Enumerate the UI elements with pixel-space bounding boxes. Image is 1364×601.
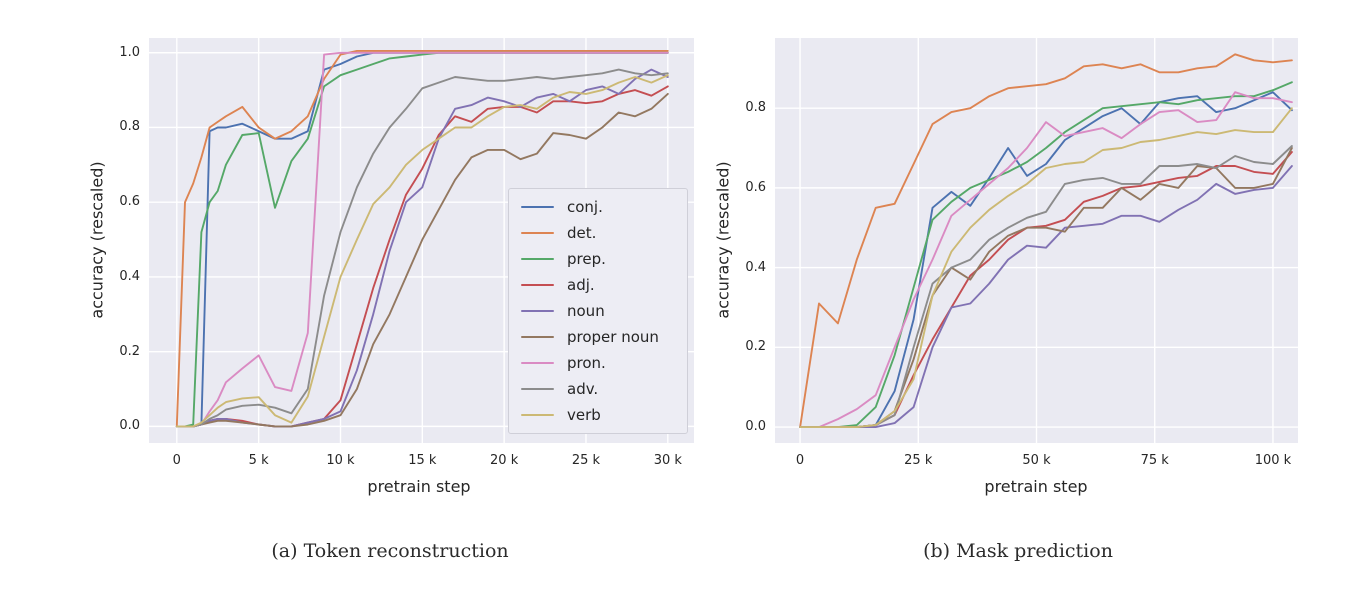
y-tick-label: 0.0	[745, 419, 766, 435]
legend-label: noun	[567, 302, 605, 320]
x-axis-label-b: pretrain step	[984, 477, 1088, 496]
legend: conj. det. prep. adj. noun proper noun pron. ad…	[508, 188, 688, 434]
legend-line-icon	[521, 231, 554, 235]
series-line-proper-noun	[175, 92, 669, 428]
x-tick-label: 75 k	[1140, 453, 1169, 468]
series-line-noun	[175, 68, 669, 428]
y-tick-label: 0.8	[745, 100, 766, 116]
x-tick-label: 10 k	[326, 453, 355, 468]
legend-label: proper noun	[567, 328, 659, 346]
x-tick-label: 15 k	[408, 453, 437, 468]
legend-item-adj: adj.	[521, 272, 687, 298]
legend-label: verb	[567, 406, 601, 424]
legend-item-noun: noun	[521, 298, 687, 324]
legend-item-prep: prep.	[521, 246, 687, 272]
legend-line-icon	[521, 205, 554, 209]
x-tick-label: 5 k	[248, 453, 269, 468]
series-line-pron	[799, 91, 1293, 429]
x-tick-label: 0	[172, 453, 181, 468]
caption-b: (b) Mask prediction	[923, 540, 1113, 562]
series-line-det	[799, 53, 1293, 429]
legend-item-adv: adv.	[521, 376, 687, 402]
legend-line-icon	[521, 283, 554, 287]
legend-label: pron.	[567, 354, 606, 372]
legend-line-icon	[521, 257, 554, 261]
legend-line-icon	[521, 387, 554, 391]
legend-label: conj.	[567, 198, 603, 216]
legend-line-icon	[521, 335, 554, 339]
x-tick-label: 30 k	[653, 453, 682, 468]
x-tick-label: 20 k	[490, 453, 519, 468]
legend-line-icon	[521, 309, 554, 313]
legend-item-pron: pron.	[521, 350, 687, 376]
x-tick-label: 25 k	[571, 453, 601, 468]
x-tick-label: 50 k	[1022, 453, 1051, 468]
y-tick-label: 0.8	[119, 119, 140, 135]
x-tick-label: 100 k	[1254, 453, 1292, 468]
legend-line-icon	[521, 361, 554, 365]
y-tick-label: 0.2	[119, 343, 140, 359]
y-tick-label: 0.6	[745, 179, 766, 195]
x-axis-label-a: pretrain step	[367, 477, 471, 496]
series-line-adv	[799, 145, 1293, 429]
y-tick-label: 0.4	[119, 268, 140, 284]
series-line-adv	[175, 68, 669, 428]
y-tick-label: 0.0	[119, 418, 140, 434]
caption-a: (a) Token reconstruction	[271, 540, 509, 562]
legend-label: adv.	[567, 380, 599, 398]
legend-item-proper-noun: proper noun	[521, 324, 687, 350]
legend-label: det.	[567, 224, 597, 242]
chart-canvas-mask-prediction	[775, 38, 1298, 443]
legend-label: prep.	[567, 250, 606, 268]
y-tick-label: 1.0	[119, 44, 140, 60]
x-tick-label: 0	[795, 453, 805, 468]
legend-item-conj: conj.	[521, 194, 687, 220]
y-axis-label-a: accuracy (rescaled)	[87, 161, 107, 319]
series-line-pron	[175, 51, 669, 428]
y-tick-label: 0.4	[745, 259, 766, 275]
legend-line-icon	[521, 413, 554, 417]
series-line-prep	[799, 81, 1293, 429]
legend-item-det: det.	[521, 220, 687, 246]
series-line-conj	[799, 91, 1293, 429]
series-line-verb	[799, 107, 1293, 429]
series-line-verb	[175, 74, 669, 428]
series-line-noun	[799, 165, 1293, 429]
y-tick-label: 0.2	[745, 339, 766, 355]
x-tick-label: 25 k	[904, 453, 933, 468]
legend-item-verb: verb	[521, 402, 687, 428]
legend-label: adj.	[567, 276, 595, 294]
series-line-det	[175, 49, 669, 428]
y-tick-label: 0.6	[119, 194, 140, 210]
